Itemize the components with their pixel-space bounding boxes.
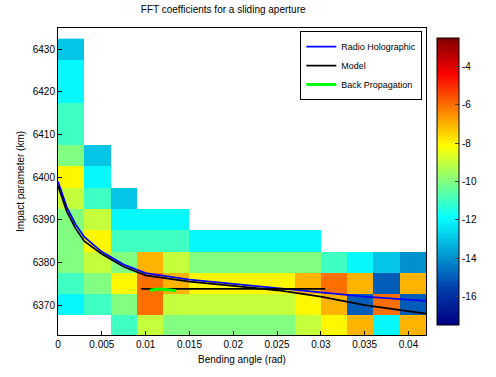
svg-text:0.035: 0.035 bbox=[352, 339, 377, 350]
svg-text:0.03: 0.03 bbox=[311, 339, 331, 350]
svg-text:6420: 6420 bbox=[33, 86, 56, 97]
svg-text:-16: -16 bbox=[462, 291, 477, 302]
svg-text:-8: -8 bbox=[462, 138, 471, 149]
svg-text:-12: -12 bbox=[462, 214, 477, 225]
svg-text:Impact parameter (km): Impact parameter (km) bbox=[15, 131, 26, 232]
svg-text:0.02: 0.02 bbox=[224, 339, 244, 350]
svg-text:6380: 6380 bbox=[33, 257, 56, 268]
svg-text:Back Propagation: Back Propagation bbox=[341, 80, 412, 90]
svg-text:6400: 6400 bbox=[33, 172, 56, 183]
svg-text:FFT coefficients for a sliding: FFT coefficients for a sliding aperture bbox=[141, 4, 306, 15]
svg-text:6410: 6410 bbox=[33, 129, 56, 140]
svg-text:0.01: 0.01 bbox=[136, 339, 156, 350]
svg-text:-6: -6 bbox=[462, 99, 471, 110]
svg-text:0.04: 0.04 bbox=[399, 339, 419, 350]
svg-text:0: 0 bbox=[55, 339, 61, 350]
svg-text:Model: Model bbox=[341, 61, 366, 71]
svg-text:0.025: 0.025 bbox=[265, 339, 290, 350]
svg-text:6430: 6430 bbox=[33, 44, 56, 55]
svg-text:Radio Holographic: Radio Holographic bbox=[341, 42, 416, 52]
svg-text:6370: 6370 bbox=[33, 300, 56, 311]
svg-text:0.015: 0.015 bbox=[177, 339, 202, 350]
svg-text:-4: -4 bbox=[462, 61, 471, 72]
svg-text:-10: -10 bbox=[462, 176, 477, 187]
svg-text:-14: -14 bbox=[462, 253, 477, 264]
svg-text:6390: 6390 bbox=[33, 214, 56, 225]
svg-text:0.005: 0.005 bbox=[89, 339, 114, 350]
svg-text:Bending angle (rad): Bending angle (rad) bbox=[198, 354, 286, 365]
